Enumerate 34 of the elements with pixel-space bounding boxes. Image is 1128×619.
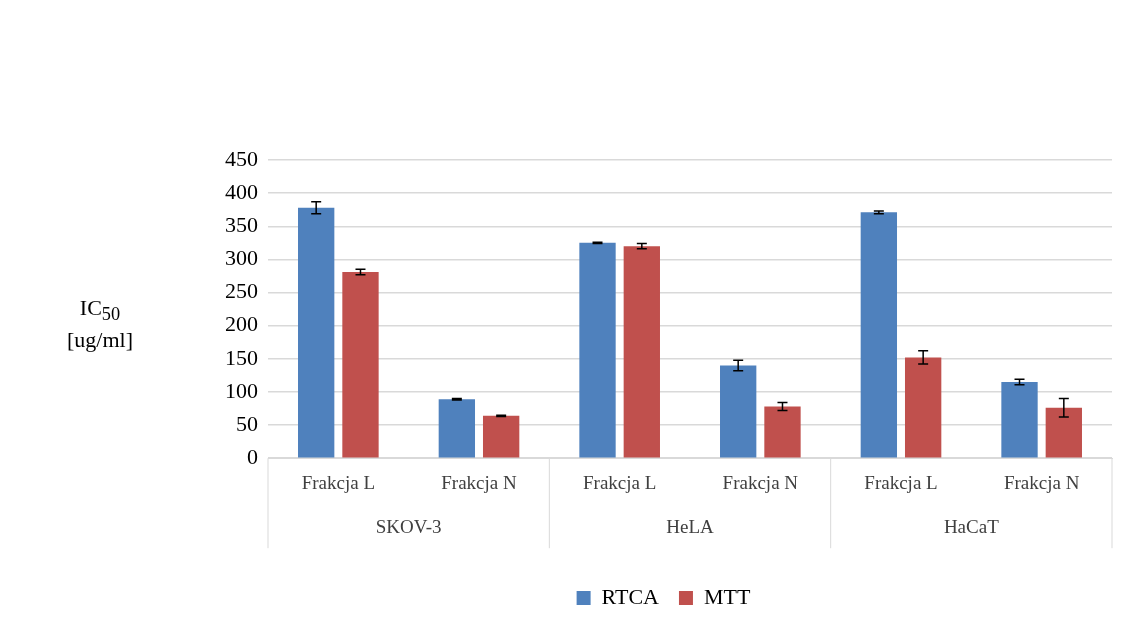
bar — [342, 271, 379, 458]
bar — [298, 207, 335, 458]
x-tick-label: Frakcja N — [722, 471, 799, 493]
x-tick-label: Frakcja L — [864, 471, 938, 493]
bar — [1045, 407, 1082, 458]
x-tick-label: Frakcja N — [441, 471, 517, 493]
y-tick-label: 200 — [225, 311, 258, 337]
y-axis-title: IC$_{50}$ [ug/ml] — [66, 295, 134, 354]
y-tick-label: 250 — [225, 278, 258, 304]
y-tick-label: 50 — [236, 410, 258, 436]
x-tick-label: Frakcja N — [1003, 471, 1080, 493]
y-tick-label: 100 — [225, 377, 258, 403]
bar — [623, 246, 660, 458]
y-tick-label: 0 — [247, 443, 258, 469]
y-tick-label: 350 — [225, 212, 258, 238]
bar — [438, 399, 476, 458]
text: SKOV-3 — [375, 516, 442, 538]
bar — [720, 365, 757, 458]
legend-label: MTT — [703, 583, 751, 609]
bar — [860, 212, 898, 458]
text: HaCaT — [943, 516, 1000, 538]
y-tick-label: 450 — [225, 145, 258, 171]
bar — [764, 406, 801, 458]
y-tick-label: 150 — [225, 344, 258, 370]
y-tick-label: 300 — [225, 245, 258, 271]
x-tick-label: Frakcja L — [583, 471, 657, 493]
x-tick-label: Frakcja L — [301, 471, 375, 493]
bar — [482, 415, 520, 458]
bar — [1001, 381, 1038, 458]
bar — [579, 242, 616, 458]
legend-label: RTCA — [601, 583, 660, 609]
y-tick-label: 400 — [225, 178, 258, 204]
text: HeLA — [666, 516, 715, 538]
bar — [904, 357, 942, 458]
